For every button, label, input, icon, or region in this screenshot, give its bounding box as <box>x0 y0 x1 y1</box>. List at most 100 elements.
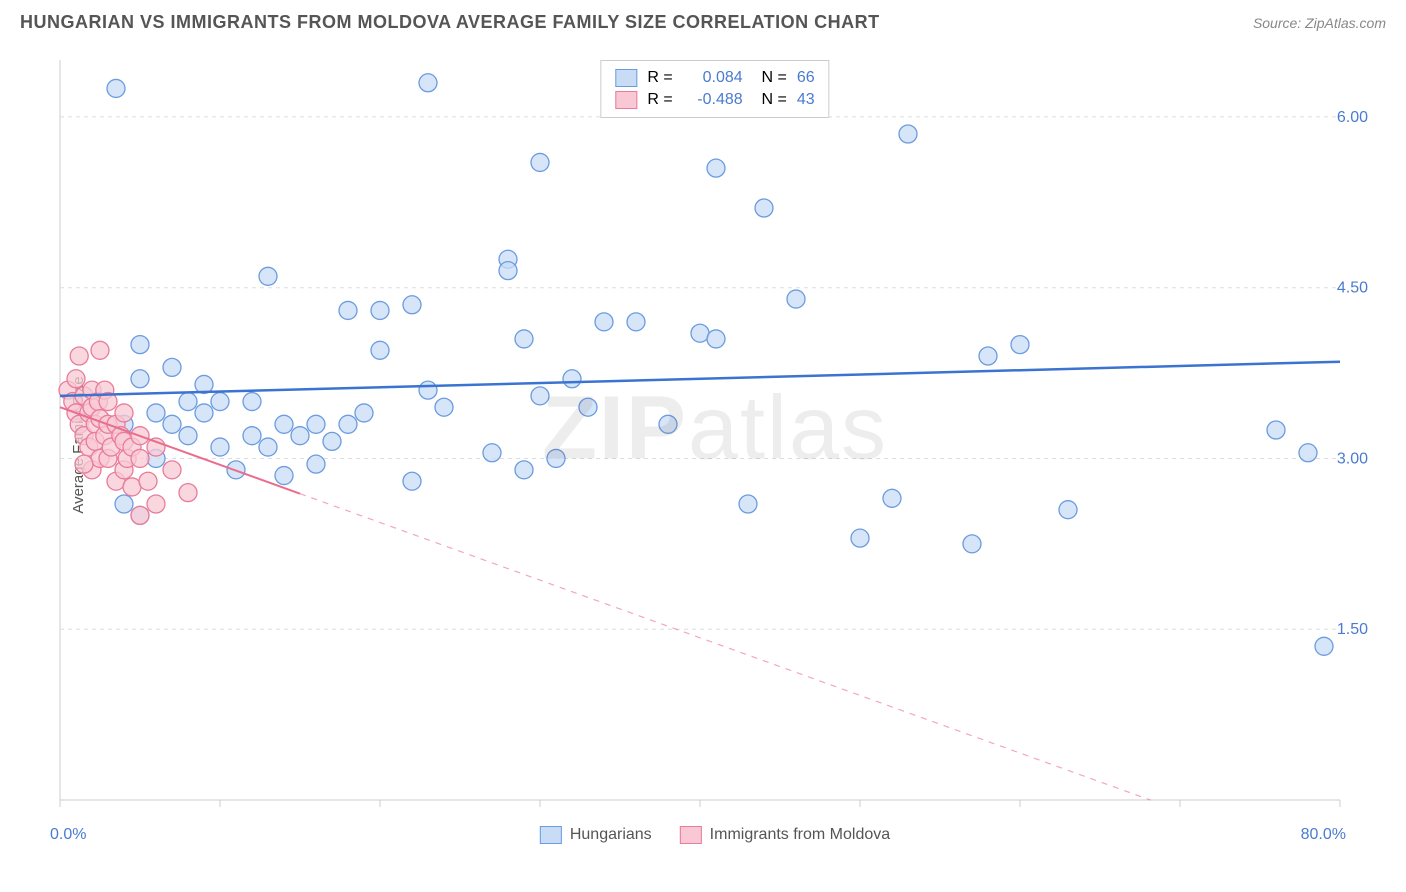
legend-label: Hungarians <box>570 826 652 844</box>
data-point <box>131 336 149 354</box>
data-point <box>547 449 565 467</box>
data-point <box>355 404 373 422</box>
data-point <box>115 495 133 513</box>
data-point <box>899 125 917 143</box>
data-point <box>115 404 133 422</box>
data-point <box>371 341 389 359</box>
chart-title: HUNGARIAN VS IMMIGRANTS FROM MOLDOVA AVE… <box>20 12 880 33</box>
data-point <box>91 341 109 359</box>
data-point <box>419 381 437 399</box>
data-point <box>979 347 997 365</box>
data-point <box>531 387 549 405</box>
y-tick-label: 6.00 <box>1337 109 1368 126</box>
data-point <box>659 415 677 433</box>
legend-label: Immigrants from Moldova <box>710 826 891 844</box>
y-tick-label: 4.50 <box>1337 280 1368 297</box>
y-tick-label: 1.50 <box>1337 621 1368 638</box>
data-point <box>291 427 309 445</box>
data-point <box>515 330 533 348</box>
data-point <box>483 444 501 462</box>
data-point <box>275 467 293 485</box>
x-axis-min-label: 0.0% <box>50 826 86 844</box>
data-point <box>131 506 149 524</box>
legend-r-label: R = <box>647 69 672 87</box>
data-point <box>1315 637 1333 655</box>
legend-item-moldova: Immigrants from Moldova <box>680 826 891 844</box>
data-point <box>307 455 325 473</box>
data-point <box>139 472 157 490</box>
legend-row-hungarians: R = 0.084 N = 66 <box>615 67 814 89</box>
data-point <box>1059 501 1077 519</box>
data-point <box>707 330 725 348</box>
swatch-hungarians <box>540 826 562 844</box>
data-point <box>179 427 197 445</box>
data-point <box>147 495 165 513</box>
legend-row-moldova: R = -0.488 N = 43 <box>615 89 814 111</box>
data-point <box>259 438 277 456</box>
data-point <box>435 398 453 416</box>
data-point <box>1267 421 1285 439</box>
legend-n-label: N = <box>753 91 787 109</box>
data-point <box>371 301 389 319</box>
data-point <box>211 438 229 456</box>
data-point <box>1011 336 1029 354</box>
data-point <box>707 159 725 177</box>
data-point <box>963 535 981 553</box>
data-point <box>107 79 125 97</box>
y-tick-label: 3.00 <box>1337 450 1368 467</box>
data-point <box>179 393 197 411</box>
data-point <box>163 358 181 376</box>
x-axis-max-label: 80.0% <box>1301 826 1346 844</box>
data-point <box>403 296 421 314</box>
data-point <box>211 393 229 411</box>
data-point <box>1299 444 1317 462</box>
data-point <box>787 290 805 308</box>
data-point <box>739 495 757 513</box>
data-point <box>307 415 325 433</box>
data-point <box>131 370 149 388</box>
data-point <box>259 267 277 285</box>
data-point <box>243 393 261 411</box>
data-point <box>531 153 549 171</box>
legend-n-value: 43 <box>797 91 815 109</box>
data-point <box>131 449 149 467</box>
chart-header: HUNGARIAN VS IMMIGRANTS FROM MOLDOVA AVE… <box>0 0 1406 41</box>
data-point <box>883 489 901 507</box>
legend-n-value: 66 <box>797 69 815 87</box>
chart-source: Source: ZipAtlas.com <box>1253 15 1386 31</box>
chart-container: Average Family Size 1.503.004.506.00 ZIP… <box>50 50 1380 840</box>
data-point <box>67 370 85 388</box>
data-point <box>419 74 437 92</box>
data-point <box>323 432 341 450</box>
data-point <box>179 484 197 502</box>
data-point <box>755 199 773 217</box>
series-legend: Hungarians Immigrants from Moldova <box>540 826 890 844</box>
data-point <box>563 370 581 388</box>
data-point <box>595 313 613 331</box>
data-point <box>275 415 293 433</box>
legend-r-value: -0.488 <box>683 91 743 109</box>
swatch-moldova <box>615 91 637 109</box>
legend-item-hungarians: Hungarians <box>540 826 652 844</box>
data-point <box>70 347 88 365</box>
data-point <box>195 404 213 422</box>
legend-r-label: R = <box>647 91 672 109</box>
data-point <box>243 427 261 445</box>
data-point <box>691 324 709 342</box>
legend-r-value: 0.084 <box>683 69 743 87</box>
swatch-hungarians <box>615 69 637 87</box>
data-point <box>627 313 645 331</box>
data-point <box>579 398 597 416</box>
data-point <box>851 529 869 547</box>
swatch-moldova <box>680 826 702 844</box>
legend-n-label: N = <box>753 69 787 87</box>
data-point <box>147 404 165 422</box>
correlation-legend: R = 0.084 N = 66 R = -0.488 N = 43 <box>600 60 829 118</box>
scatter-plot: 1.50 3.00 4.50 6.00 <box>50 50 1380 840</box>
data-point <box>403 472 421 490</box>
data-point <box>163 415 181 433</box>
data-point <box>75 455 93 473</box>
data-point <box>123 478 141 496</box>
data-point <box>163 461 181 479</box>
data-point <box>499 262 517 280</box>
